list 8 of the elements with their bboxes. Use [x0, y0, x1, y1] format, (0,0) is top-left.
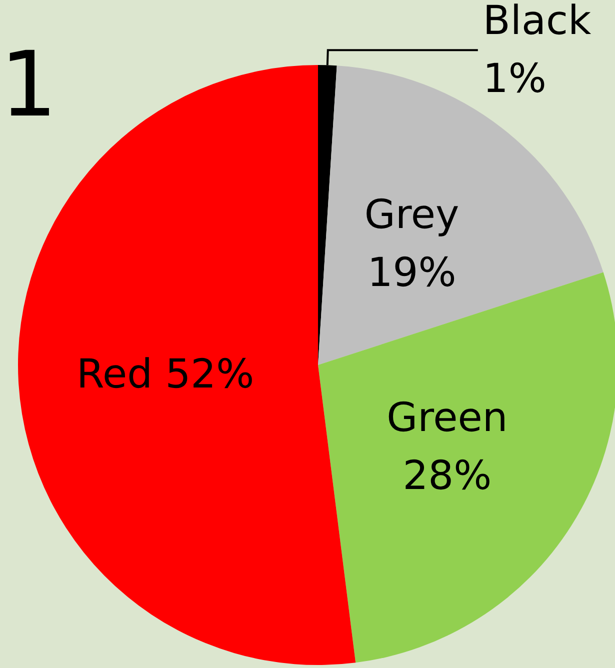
data-label: 19%: [367, 250, 456, 296]
slice-label: Red 52%: [76, 352, 254, 398]
data-label: 28%: [402, 452, 492, 499]
text: 1: [0, 32, 58, 138]
slice-label: Grey: [364, 192, 460, 238]
data-label: 1%: [482, 56, 546, 102]
slice-label: Black: [482, 0, 592, 44]
slice-label: Green: [386, 394, 508, 441]
